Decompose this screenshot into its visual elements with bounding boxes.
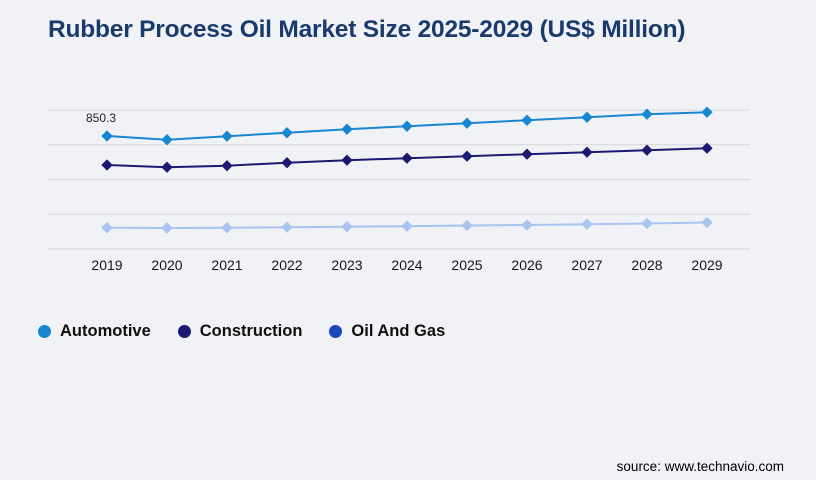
data-point-marker-oil-and-gas: [641, 217, 653, 229]
x-axis-label: 2025: [451, 257, 482, 273]
data-point-marker-automotive: [641, 108, 653, 120]
x-axis-label: 2027: [571, 257, 602, 273]
legend-dot-icon: [38, 325, 51, 338]
legend-item-oil-and-gas: Oil And Gas: [329, 322, 445, 341]
chart-title: Rubber Process Oil Market Size 2025-2029…: [48, 16, 686, 43]
data-point-marker-construction: [641, 144, 653, 156]
data-point-marker-automotive: [461, 117, 473, 129]
data-point-marker-construction: [281, 157, 293, 169]
data-point-marker-oil-and-gas: [461, 219, 473, 231]
data-point-marker-construction: [581, 146, 593, 158]
data-point-marker-oil-and-gas: [701, 217, 713, 229]
data-point-marker-automotive: [281, 127, 293, 139]
x-axis-label: 2020: [151, 257, 182, 273]
data-point-marker-oil-and-gas: [341, 221, 353, 233]
data-point-marker-oil-and-gas: [101, 222, 113, 234]
legend-dot-icon: [329, 325, 343, 338]
legend-label: Construction: [199, 322, 303, 340]
data-point-marker-automotive: [341, 123, 353, 135]
legend-item-construction: Construction: [177, 322, 303, 341]
data-point-marker-construction: [701, 142, 713, 154]
data-point-marker-automotive: [401, 120, 413, 132]
x-axis-label: 2022: [271, 257, 302, 273]
chart-legend: Automotive Construction Oil And Gas: [38, 322, 445, 341]
legend-label: Oil And Gas: [351, 322, 446, 340]
x-axis-label: 2023: [331, 257, 362, 273]
data-point-marker-oil-and-gas: [281, 221, 293, 233]
data-point-label: 850.3: [86, 111, 117, 125]
data-point-marker-construction: [341, 154, 353, 166]
data-point-marker-automotive: [701, 106, 713, 118]
data-point-marker-automotive: [521, 114, 533, 126]
chart-canvas: 2019 2020 2021 2022 2023 2024 2025 2026 2027 2028…: [48, 106, 750, 273]
x-axis-label: 2026: [511, 257, 542, 273]
x-axis-label: 2021: [211, 257, 242, 273]
legend-item-automotive: Automotive: [38, 322, 151, 341]
data-point-marker-automotive: [161, 134, 173, 146]
x-axis-label: 2028: [631, 257, 662, 273]
data-point-marker-automotive: [581, 111, 593, 123]
data-point-marker-oil-and-gas: [581, 218, 593, 230]
data-point-marker-oil-and-gas: [161, 222, 173, 234]
data-point-marker-oil-and-gas: [521, 219, 533, 231]
x-axis-label: 2029: [691, 257, 722, 273]
data-point-marker-oil-and-gas: [401, 220, 413, 232]
legend-label: Automotive: [60, 322, 151, 340]
data-point-marker-construction: [101, 159, 113, 171]
data-point-marker-automotive: [101, 130, 113, 142]
source-attribution: source: www.technavio.com: [616, 459, 784, 474]
data-point-marker-oil-and-gas: [221, 222, 233, 234]
data-point-marker-construction: [401, 152, 413, 164]
line-chart: 2019 2020 2021 2022 2023 2024 2025 2026 2027 2028…: [48, 106, 750, 273]
x-axis-label: 2019: [91, 257, 122, 273]
legend-dot-icon: [177, 325, 191, 338]
data-point-marker-construction: [521, 148, 533, 160]
data-point-marker-automotive: [221, 130, 233, 142]
x-axis-label: 2024: [391, 257, 422, 273]
data-point-marker-construction: [161, 161, 173, 173]
data-point-marker-construction: [461, 150, 473, 162]
data-point-marker-construction: [221, 160, 233, 172]
